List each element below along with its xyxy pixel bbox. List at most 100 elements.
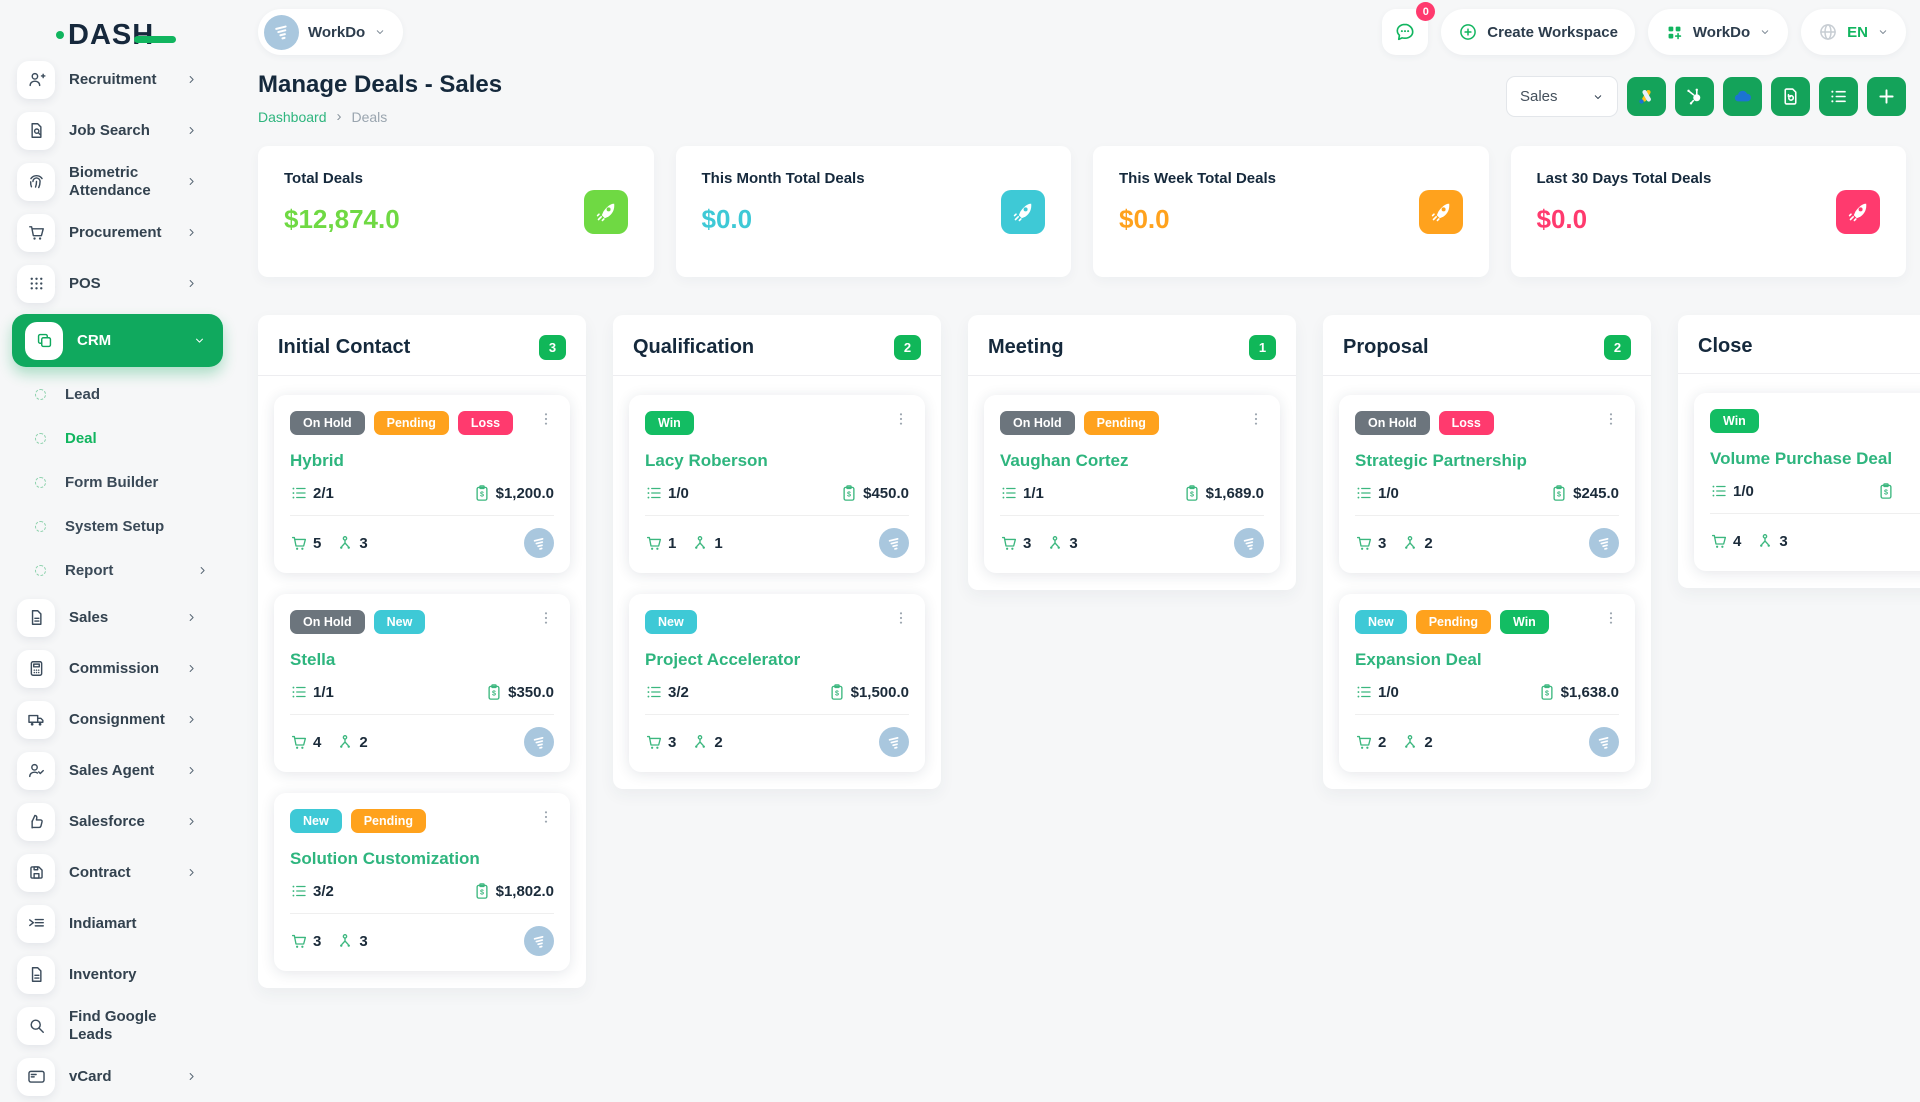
deal-card[interactable]: New Pending Solution Customization 3/2 $ $1,8… — [274, 793, 570, 971]
products-cart-icon — [645, 534, 663, 552]
deal-card[interactable]: New Pending Win Expansion Deal 1/0 $ $1,638.0 2… — [1339, 594, 1635, 772]
app-logo[interactable]: DASH — [56, 14, 235, 56]
sidebar-item-sales[interactable]: Sales — [0, 592, 235, 643]
messages-button[interactable]: 0 — [1382, 2, 1436, 55]
export-button[interactable] — [1771, 77, 1810, 116]
deal-value: $ $1,200.0 — [473, 484, 554, 502]
sidebar-item-pos[interactable]: POS — [0, 258, 235, 309]
deal-products-count: 4 — [313, 733, 322, 751]
kebab-menu-button[interactable] — [538, 411, 554, 429]
sidebar-item-crm[interactable]: CRM — [12, 314, 223, 367]
deal-title-link[interactable]: Project Accelerator — [645, 650, 801, 669]
deal-card[interactable]: New Project Accelerator 3/2 $ $1,500.0 3 2 — [629, 594, 925, 772]
kanban-column-cards: On Hold Loss Strategic Partnership 1/0 $ $245… — [1323, 376, 1651, 789]
onedrive-button[interactable] — [1723, 77, 1762, 116]
deal-amount-value: $245.0 — [1573, 484, 1619, 502]
deal-products: 3 — [1000, 534, 1031, 552]
google-ads-button[interactable] — [1627, 77, 1666, 116]
export-icon — [1780, 86, 1801, 107]
sidebar-item-job-search[interactable]: Job Search — [0, 105, 235, 156]
sidebar-item-procurement[interactable]: Procurement — [0, 207, 235, 258]
deal-title-link[interactable]: Expansion Deal — [1355, 650, 1482, 669]
hubspot-button[interactable] — [1675, 77, 1714, 116]
kebab-menu-button[interactable] — [538, 809, 554, 827]
sidebar-item-indiamart[interactable]: Indiamart — [0, 898, 235, 949]
deal-title-link[interactable]: Lacy Roberson — [645, 451, 768, 470]
deal-title-link[interactable]: Hybrid — [290, 451, 344, 470]
deal-card[interactable]: Win Volume Purchase Deal 1/0 $4 3 — [1694, 393, 1920, 571]
deal-card[interactable]: Win Lacy Roberson 1/0 $ $450.0 1 1 — [629, 395, 925, 573]
deal-users: 2 — [1401, 534, 1433, 552]
kebab-menu-button[interactable] — [538, 610, 554, 628]
sidebar-subitem-lead[interactable]: Lead — [0, 372, 235, 416]
add-deal-button[interactable] — [1867, 77, 1906, 116]
kanban-column-close: Close Win Volume Purchase Deal 1/0 $4 3 — [1678, 315, 1920, 588]
deal-products: 1 — [645, 534, 676, 552]
deal-tasks-value: 1/0 — [1378, 683, 1399, 701]
workspace-switcher[interactable]: WorkDo — [258, 9, 404, 55]
products-cart-icon — [290, 534, 308, 552]
kebab-menu-button[interactable] — [1248, 411, 1264, 429]
deal-card[interactable]: On Hold New Stella 1/1 $ $350.0 4 2 — [274, 594, 570, 772]
sidebar-subitem-deal[interactable]: Deal — [0, 416, 235, 460]
sidebar-item-biometric-attendance[interactable]: Biometric Attendance — [0, 156, 235, 207]
svg-text:$: $ — [835, 689, 839, 697]
kebab-menu-button[interactable] — [893, 610, 909, 628]
sidebar-item-sales-agent[interactable]: Sales Agent — [0, 745, 235, 796]
pipeline-select[interactable]: Sales — [1506, 76, 1618, 117]
create-workspace-button[interactable]: Create Workspace — [1441, 9, 1635, 55]
sidebar-item-label: Consignment — [69, 710, 165, 728]
sidebar-item-find-google-leads[interactable]: Find Google Leads — [0, 1000, 235, 1051]
chevron-right-icon — [185, 1070, 198, 1083]
deal-tasks-value: 1/1 — [1023, 484, 1044, 502]
svg-text:$: $ — [480, 888, 484, 896]
kebab-menu-button[interactable] — [1603, 411, 1619, 429]
kebab-menu-button[interactable] — [1603, 610, 1619, 628]
chevron-right-icon — [185, 713, 198, 726]
sidebar-item-consignment[interactable]: Consignment — [0, 694, 235, 745]
deal-info-row: 2/1 $ $1,200.0 — [290, 484, 554, 502]
deal-title-link[interactable]: Solution Customization — [290, 849, 480, 868]
chevron-right-icon — [185, 175, 198, 188]
deal-card[interactable]: On Hold Pending Loss Hybrid 2/1 $ $1,200.0 5 3 — [274, 395, 570, 573]
sidebar-item-inventory[interactable]: Inventory — [0, 949, 235, 1000]
deal-amount-value: $450.0 — [863, 484, 909, 502]
stat-value: $12,874.0 — [284, 204, 400, 234]
sidebar-subitem-form-builder[interactable]: Form Builder — [0, 460, 235, 504]
svg-text:$: $ — [1190, 490, 1194, 498]
sidebar-subitem-system-setup[interactable]: System Setup — [0, 504, 235, 548]
circle-bullet-icon — [35, 564, 46, 576]
deal-tasks: 1/0 — [645, 484, 689, 502]
building-icon — [1241, 535, 1258, 552]
deal-title-link[interactable]: Stella — [290, 650, 336, 669]
deal-products-count: 3 — [1378, 534, 1387, 552]
deal-card[interactable]: On Hold Loss Strategic Partnership 1/0 $ $245… — [1339, 395, 1635, 573]
sidebar-subitem-report[interactable]: Report — [0, 548, 235, 592]
stat-iconbox — [583, 189, 628, 234]
deal-title-link[interactable]: Strategic Partnership — [1355, 451, 1527, 470]
sidebar-item-recruitment[interactable]: Recruitment — [0, 54, 235, 105]
sidebar-item-commission[interactable]: Commission — [0, 643, 235, 694]
list-view-button[interactable] — [1819, 77, 1858, 116]
fingerprint-icon — [27, 172, 46, 191]
sidebar-item-vcard[interactable]: vCard — [0, 1051, 235, 1102]
deal-title-link[interactable]: Volume Purchase Deal — [1710, 449, 1893, 468]
kebab-menu-button[interactable] — [893, 411, 909, 429]
money-clipboard-icon: $ — [1538, 683, 1556, 701]
sidebar-item-label: Sales Agent — [69, 761, 155, 779]
products-cart-icon — [1710, 532, 1728, 550]
sidebar-item-salesforce[interactable]: Salesforce — [0, 796, 235, 847]
deal-tasks-value: 3/2 — [313, 882, 334, 900]
deal-products-count: 3 — [668, 733, 677, 751]
breadcrumb-dashboard-link[interactable]: Dashboard — [258, 108, 327, 125]
deal-products: 4 — [290, 733, 321, 751]
language-selector[interactable]: EN — [1801, 9, 1906, 55]
deal-value: $ $350.0 — [485, 683, 554, 701]
sidebar-item-contract[interactable]: Contract — [0, 847, 235, 898]
workspace-menu[interactable]: WorkDo — [1647, 9, 1789, 55]
deal-status-badge: New — [373, 610, 426, 634]
deal-title-link[interactable]: Vaughan Cortez — [1000, 451, 1129, 470]
deal-status-badge: On Hold — [290, 610, 365, 634]
deal-card[interactable]: On Hold Pending Vaughan Cortez 1/1 $ $1,689.0… — [984, 395, 1280, 573]
